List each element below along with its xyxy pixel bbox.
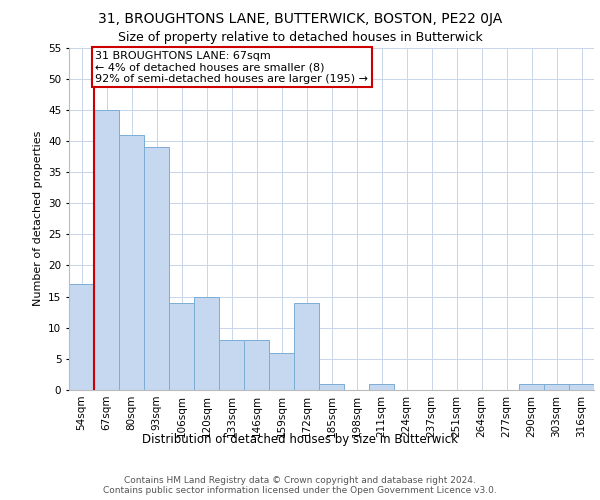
Y-axis label: Number of detached properties: Number of detached properties — [32, 131, 43, 306]
Text: 31 BROUGHTONS LANE: 67sqm
← 4% of detached houses are smaller (8)
92% of semi-de: 31 BROUGHTONS LANE: 67sqm ← 4% of detach… — [95, 50, 368, 84]
Bar — [569, 384, 594, 390]
Text: 31, BROUGHTONS LANE, BUTTERWICK, BOSTON, PE22 0JA: 31, BROUGHTONS LANE, BUTTERWICK, BOSTON,… — [98, 12, 502, 26]
Bar — [94, 110, 119, 390]
Text: Size of property relative to detached houses in Butterwick: Size of property relative to detached ho… — [118, 31, 482, 44]
Bar — [544, 384, 569, 390]
Bar — [369, 384, 394, 390]
Bar — [244, 340, 269, 390]
Bar — [219, 340, 244, 390]
Text: Distribution of detached houses by size in Butterwick: Distribution of detached houses by size … — [142, 432, 458, 446]
Bar — [119, 134, 144, 390]
Bar — [194, 296, 219, 390]
Text: Contains HM Land Registry data © Crown copyright and database right 2024.
Contai: Contains HM Land Registry data © Crown c… — [103, 476, 497, 495]
Bar — [519, 384, 544, 390]
Bar — [144, 147, 169, 390]
Bar — [294, 303, 319, 390]
Bar — [169, 303, 194, 390]
Bar — [69, 284, 94, 390]
Bar — [269, 352, 294, 390]
Bar — [319, 384, 344, 390]
